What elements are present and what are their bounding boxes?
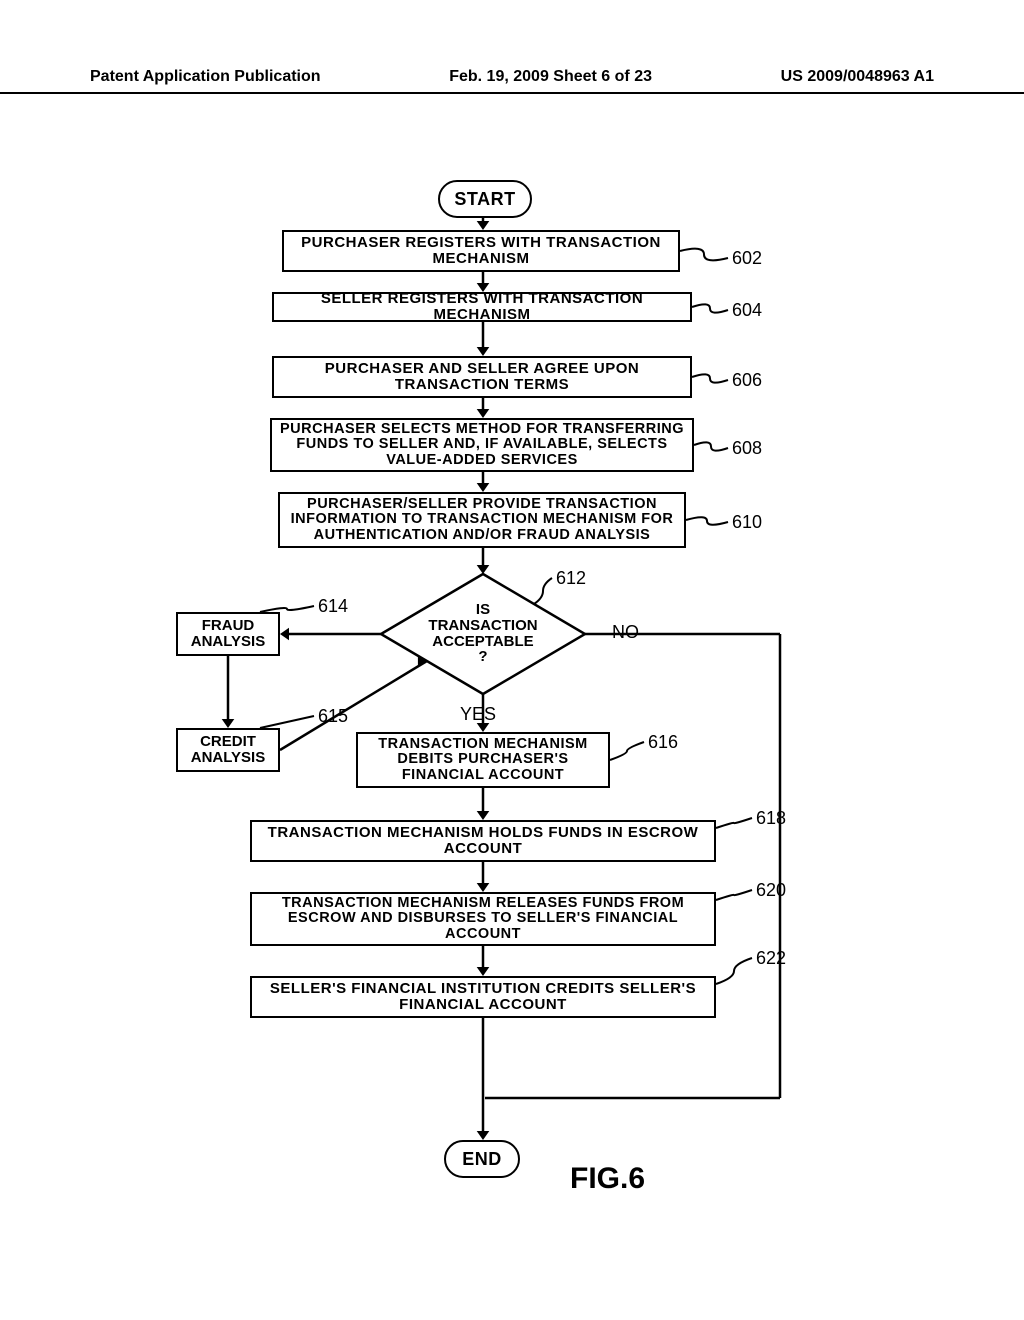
- end-terminal: END: [444, 1140, 520, 1178]
- process-p604: SELLER REGISTERS WITH TRANSACTION MECHAN…: [272, 292, 692, 322]
- ref-620: 620: [756, 880, 786, 901]
- ref-602: 602: [732, 248, 762, 269]
- ref-604: 604: [732, 300, 762, 321]
- ref-614: 614: [318, 596, 348, 617]
- label-yes: YES: [460, 704, 496, 725]
- ref-610: 610: [732, 512, 762, 533]
- process-credit: CREDIT ANALYSIS: [176, 728, 280, 772]
- page-header: Patent Application Publication Feb. 19, …: [0, 68, 1024, 94]
- process-p608: PURCHASER SELECTS METHOD FOR TRANSFERRIN…: [270, 418, 694, 472]
- flowchart-connectors: [0, 180, 1024, 1260]
- ref-606: 606: [732, 370, 762, 391]
- process-fraud: FRAUD ANALYSIS: [176, 612, 280, 656]
- start-terminal: START: [438, 180, 532, 218]
- process-p602: PURCHASER REGISTERS WITH TRANSACTION MEC…: [282, 230, 680, 272]
- process-p618: TRANSACTION MECHANISM HOLDS FUNDS IN ESC…: [250, 820, 716, 862]
- process-p622: SELLER'S FINANCIAL INSTITUTION CREDITS S…: [250, 976, 716, 1018]
- ref-612: 612: [556, 568, 586, 589]
- ref-616: 616: [648, 732, 678, 753]
- ref-608: 608: [732, 438, 762, 459]
- figure-label: FIG.6: [570, 1162, 645, 1196]
- process-p606: PURCHASER AND SELLER AGREE UPON TRANSACT…: [272, 356, 692, 398]
- flowchart: START END PURCHASER REGISTERS WITH TRANSAC…: [0, 180, 1024, 1260]
- process-p610: PURCHASER/SELLER PROVIDE TRANSACTION INF…: [278, 492, 686, 548]
- header-right: US 2009/0048963 A1: [781, 68, 934, 86]
- ref-618: 618: [756, 808, 786, 829]
- header-center: Feb. 19, 2009 Sheet 6 of 23: [449, 68, 652, 86]
- ref-622: 622: [756, 948, 786, 969]
- process-p620: TRANSACTION MECHANISM RELEASES FUNDS FRO…: [250, 892, 716, 946]
- process-p616: TRANSACTION MECHANISM DEBITS PURCHASER'S…: [356, 732, 610, 788]
- label-no: NO: [612, 622, 639, 643]
- header-left: Patent Application Publication: [90, 68, 321, 86]
- ref-615: 615: [318, 706, 348, 727]
